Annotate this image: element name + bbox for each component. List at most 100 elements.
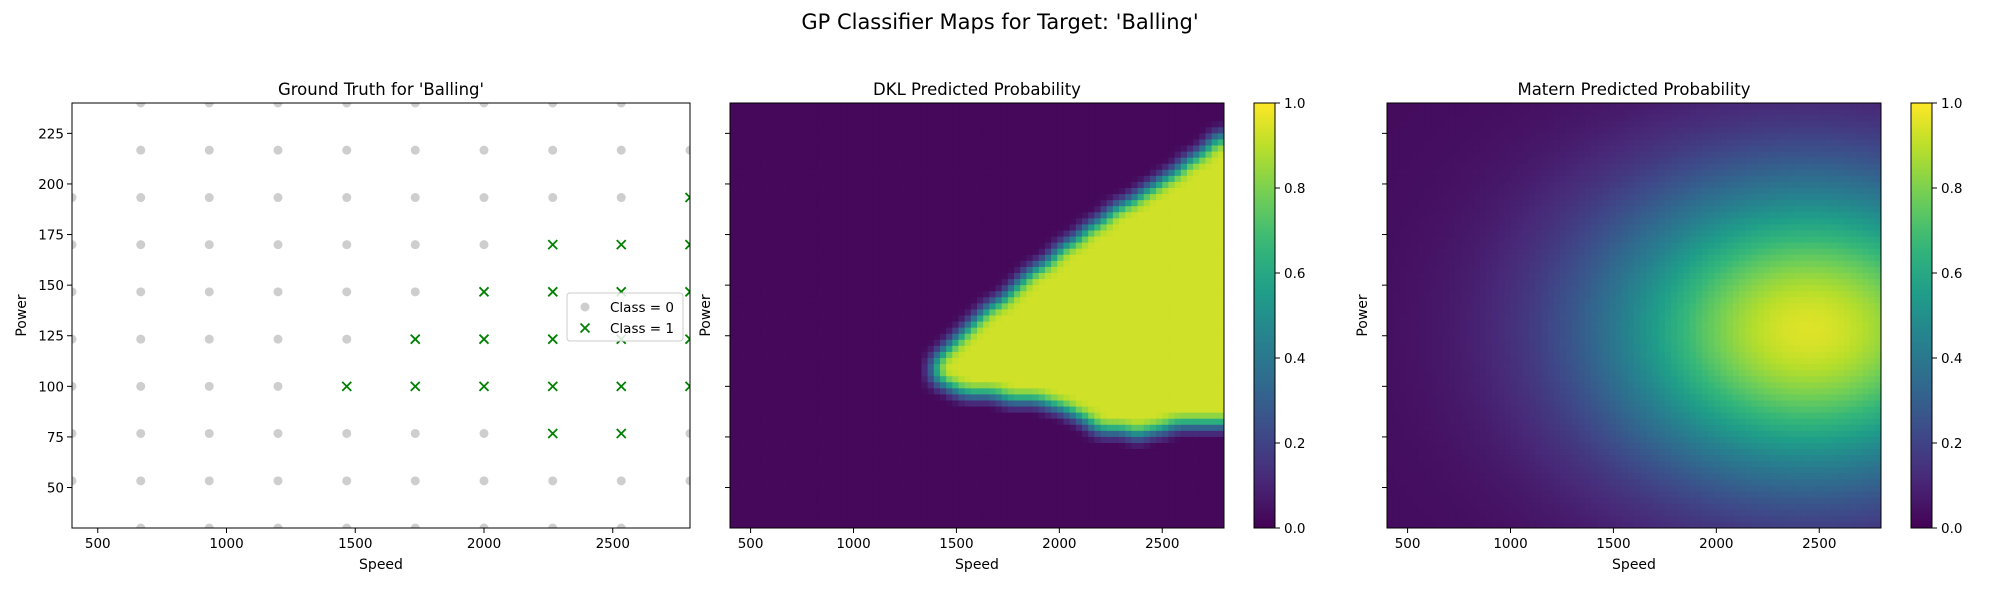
colorbar-tick-label: 0.6: [1284, 266, 1305, 282]
legend-marker-class-0: [580, 302, 590, 312]
class-0-point: [548, 145, 558, 155]
plot-area: [730, 103, 1224, 528]
class-0-point: [410, 193, 420, 203]
class-0-point: [204, 523, 214, 528]
colorbar-gradient: [1910, 102, 1933, 529]
class-0-point: [410, 476, 420, 486]
class-0-point: [342, 428, 352, 438]
class-0-point: [342, 240, 352, 250]
class-1-point: [616, 381, 627, 392]
class-0-point: [273, 145, 283, 155]
x-tick-label: 500: [1395, 536, 1421, 552]
legend-box: [566, 292, 684, 342]
class-0-point: [548, 193, 558, 203]
class-0-point: [616, 103, 626, 108]
class-0-point: [685, 476, 690, 486]
subplot-2: DKL Predicted Probability 500 1000 1500 2000…: [698, 80, 1305, 573]
axes-frame: [729, 102, 1225, 529]
class-0-point: [616, 193, 626, 203]
heatmap: [730, 103, 1224, 528]
class-0-point: [616, 145, 626, 155]
class-0-point: [616, 523, 626, 528]
class-0-point: [204, 334, 214, 344]
class-0-point: [72, 334, 77, 344]
class-0-point: [479, 428, 489, 438]
class-1-point: [547, 286, 558, 297]
class-0-point: [616, 476, 626, 486]
class-0-point: [204, 145, 214, 155]
class-0-point: [136, 287, 146, 297]
class-0-point: [72, 240, 77, 250]
class-1-point: [478, 381, 490, 392]
colorbar-tick-label: 0.0: [1941, 521, 1962, 537]
subplot-3: Matern Predicted Probability 500 1000 1500 2…: [1355, 80, 1962, 573]
x-axis-label: Speed: [359, 557, 403, 573]
class-0-point: [548, 476, 558, 486]
axes-frame: [71, 102, 691, 529]
class-0-point: [204, 103, 214, 108]
class-0-point: [273, 103, 283, 108]
class-0-point: [72, 476, 77, 486]
class-0-point: [479, 240, 489, 250]
class-0-point: [342, 334, 352, 344]
y-tick-label: 150: [38, 278, 64, 294]
y-tick-label: 225: [38, 126, 64, 142]
class-0-point: [273, 428, 283, 438]
class-0-point: [204, 240, 214, 250]
colorbar-gradient: [1253, 102, 1276, 529]
x-tick-label: 1500: [1596, 536, 1630, 552]
class-0-point: [204, 476, 214, 486]
class-1-point: [478, 334, 490, 345]
colorbar-tick-label: 1.0: [1941, 96, 1962, 112]
colorbar-tick-label: 0.0: [1284, 521, 1305, 537]
legend-marker-class-1: [579, 322, 591, 334]
y-tick-label: 175: [38, 228, 64, 244]
class-0-point: [273, 287, 283, 297]
x-tick-label: 2500: [596, 536, 630, 552]
class-0-point: [548, 103, 558, 108]
class-0-point: [342, 193, 352, 203]
class-0-point: [479, 476, 489, 486]
colorbar: 0.0 0.2 0.4 0.6 0.8 1.0: [1910, 96, 1962, 537]
class-0-point: [479, 145, 489, 155]
colorbar-tick-label: 0.8: [1941, 181, 1962, 197]
class-0-point: [204, 428, 214, 438]
heatmap: [1387, 103, 1881, 528]
class-1-point: [684, 239, 690, 250]
x-tick-label: 2000: [1699, 536, 1733, 552]
colorbar-tick-label: 0.8: [1284, 181, 1305, 197]
colorbar-tick-label: 0.4: [1941, 351, 1962, 367]
x-axis-label: Speed: [1612, 557, 1656, 573]
plot-area: [1387, 103, 1881, 528]
class-1-point: [684, 192, 690, 203]
legend: Class = 0 Class = 1: [566, 292, 684, 342]
class-0-point: [136, 103, 146, 108]
class-1-point: [684, 381, 690, 392]
y-tick-label: 200: [38, 177, 64, 193]
class-0-point: [273, 193, 283, 203]
colorbar-tick-label: 1.0: [1284, 96, 1305, 112]
colorbar-tick-label: 0.2: [1941, 436, 1962, 452]
class-0-point: [136, 193, 146, 203]
class-1-point: [341, 381, 352, 392]
class-0-point: [273, 240, 283, 250]
x-tick-label: 1000: [1493, 536, 1527, 552]
class-0-point: [204, 381, 214, 391]
subplot-title: DKL Predicted Probability: [873, 80, 1081, 99]
x-tick-label: 2000: [1042, 536, 1076, 552]
class-0-point: [410, 287, 420, 297]
class-0-point: [273, 334, 283, 344]
class-1-point: [547, 239, 558, 250]
x-tick-label: 1000: [209, 536, 243, 552]
figure-title: GP Classifier Maps for Target: 'Balling': [801, 10, 1198, 34]
class-1-point: [478, 286, 490, 297]
class-1-point: [410, 334, 421, 345]
class-0-point: [342, 523, 352, 528]
subplot-1: Ground Truth for 'Balling' 500 1000 1500 200…: [14, 80, 691, 573]
class-0-point: [273, 381, 283, 391]
colorbar: 0.0 0.2 0.4 0.6 0.8 1.0: [1253, 96, 1305, 537]
x-tick-label: 500: [738, 536, 764, 552]
class-1-point: [547, 334, 558, 345]
class-0-point: [136, 428, 146, 438]
